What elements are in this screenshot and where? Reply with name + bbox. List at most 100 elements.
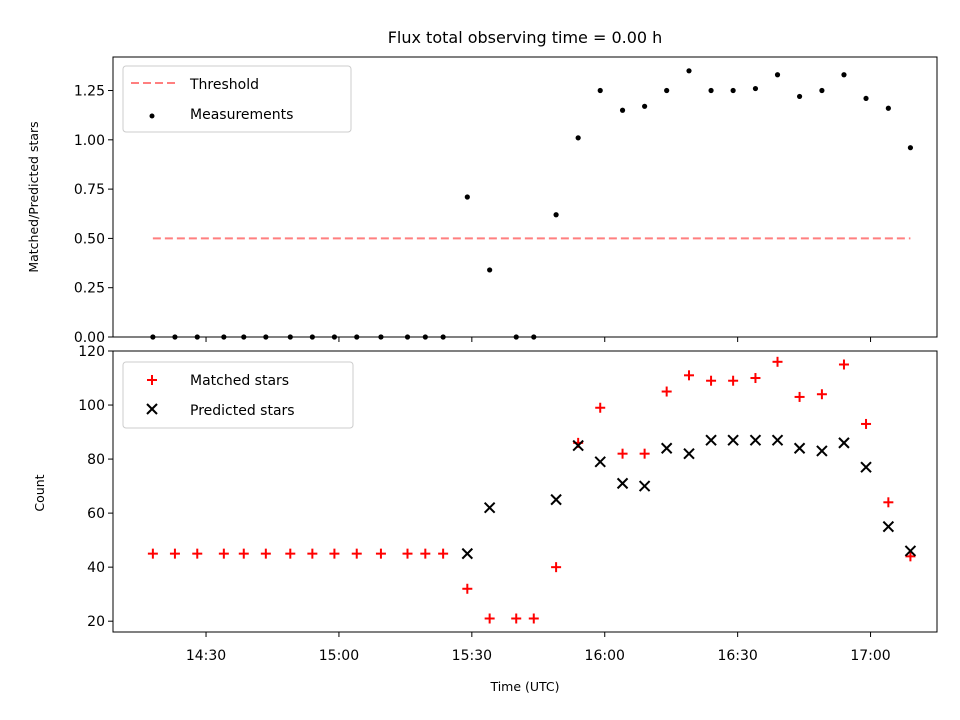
x-tick-label: 17:00 [850, 648, 890, 664]
measurement-point [553, 212, 559, 218]
predicted-star-point [461, 547, 474, 560]
y-tick-label: 80 [87, 452, 105, 468]
x-axis-label: Time (UTC) [489, 679, 559, 694]
predicted-star-point [616, 477, 629, 490]
bottom-y-axis-label: Count [32, 474, 47, 511]
matched-star-point [260, 548, 271, 559]
legend-matched-label: Matched stars [190, 373, 289, 389]
matched-star-point [238, 548, 249, 559]
measurement-point [686, 68, 692, 74]
x-tick-label: 16:00 [585, 648, 625, 664]
top-legend: Threshold Measurements [122, 65, 352, 133]
x-tick-label: 15:30 [452, 648, 492, 664]
measurement-point [907, 145, 914, 151]
matched-star-point [484, 613, 495, 624]
predicted-star-point [483, 502, 496, 514]
predicted-star-point [749, 434, 762, 446]
bottom-panel: Count Time (UTC) 20 40 60 80 100 120 14:30 15:0… [32, 344, 938, 694]
matched-star-point [438, 548, 449, 559]
matched-star-point [794, 391, 805, 402]
measurement-point [464, 194, 470, 200]
matched-star-point [402, 548, 413, 559]
y-tick-label: 40 [87, 560, 105, 576]
measurement-point [664, 87, 670, 94]
measurement-point [642, 103, 648, 109]
legend-matched-marker [147, 375, 157, 385]
matched-star-point [420, 548, 431, 559]
matched-star-point [169, 548, 180, 559]
matched-star-point [147, 548, 158, 559]
y-tick-label: 120 [78, 344, 105, 360]
measurement-point [885, 105, 891, 111]
predicted-star-point [594, 456, 606, 468]
top-panel: Flux total observing time = 0.00 h Match… [26, 28, 938, 346]
measurement-point [575, 135, 581, 141]
matched-star-point [905, 551, 916, 562]
matched-star-point [192, 548, 203, 559]
predicted-star-point [816, 445, 828, 457]
y-tick-label: 1.00 [74, 133, 105, 149]
measurement-point [730, 87, 736, 94]
y-tick-label: 0.00 [74, 330, 105, 346]
legend-predicted-label: Predicted stars [190, 403, 295, 419]
predicted-star-point [550, 493, 562, 506]
matched-star-point [706, 375, 717, 386]
matched-star-point [218, 548, 229, 559]
measurement-point [819, 87, 825, 94]
bottom-legend: Matched stars Predicted stars [122, 361, 354, 429]
matched-star-point [816, 389, 827, 400]
legend-measurements-dot [149, 113, 155, 119]
bottom-plot-area [147, 356, 917, 624]
matched-star-point [861, 418, 872, 429]
matched-star-point [883, 497, 894, 508]
predicted-star-point [660, 442, 673, 454]
measurement-point [796, 93, 803, 100]
y-tick-label: 0.50 [74, 231, 105, 247]
matched-star-point [661, 386, 672, 397]
x-tick-label: 16:30 [717, 648, 757, 664]
measurement-point [708, 87, 714, 94]
matched-star-point [307, 548, 318, 559]
predicted-star-point [727, 434, 739, 446]
matched-star-point [728, 375, 739, 386]
predicted-star-point [638, 480, 651, 492]
predicted-star-point [771, 434, 784, 446]
legend-threshold-label: Threshold [189, 77, 259, 93]
matched-star-point [375, 548, 386, 559]
matched-star-point [838, 359, 849, 370]
matched-star-point [329, 548, 340, 559]
measurement-point [841, 72, 847, 78]
matched-star-point [351, 548, 362, 559]
measurement-point [487, 267, 493, 273]
top-axes-frame [112, 56, 938, 338]
predicted-star-point [572, 439, 584, 452]
predicted-star-point [904, 545, 917, 557]
x-tick-label: 15:00 [319, 648, 359, 664]
legend-measurements-label: Measurements [190, 107, 293, 123]
measurement-point [752, 85, 759, 92]
bottom-ticks: 20 40 60 80 100 120 14:30 15:00 15:30 16:00 16:30 1… [78, 344, 890, 664]
matched-star-point [511, 613, 522, 624]
measurement-point [863, 95, 869, 102]
legend-predicted-marker [146, 403, 158, 415]
matched-star-point [285, 548, 296, 559]
predicted-star-point [860, 461, 872, 473]
matched-star-point [595, 402, 606, 413]
measurement-point [619, 107, 626, 113]
matched-star-point [551, 562, 562, 573]
y-tick-label: 0.25 [74, 281, 105, 297]
y-tick-label: 60 [87, 506, 105, 522]
y-tick-label: 20 [87, 614, 105, 630]
predicted-star-point [793, 442, 806, 454]
matched-star-point [639, 448, 650, 459]
matched-star-point [462, 583, 473, 594]
top-legend-box [122, 65, 352, 133]
y-tick-label: 1.25 [74, 84, 105, 100]
y-tick-label: 0.75 [74, 182, 105, 198]
matched-star-point [684, 370, 695, 381]
matched-star-point [528, 613, 539, 624]
predicted-star-point [838, 437, 850, 449]
bottom-legend-box [122, 361, 354, 429]
matched-star-point [772, 356, 783, 367]
